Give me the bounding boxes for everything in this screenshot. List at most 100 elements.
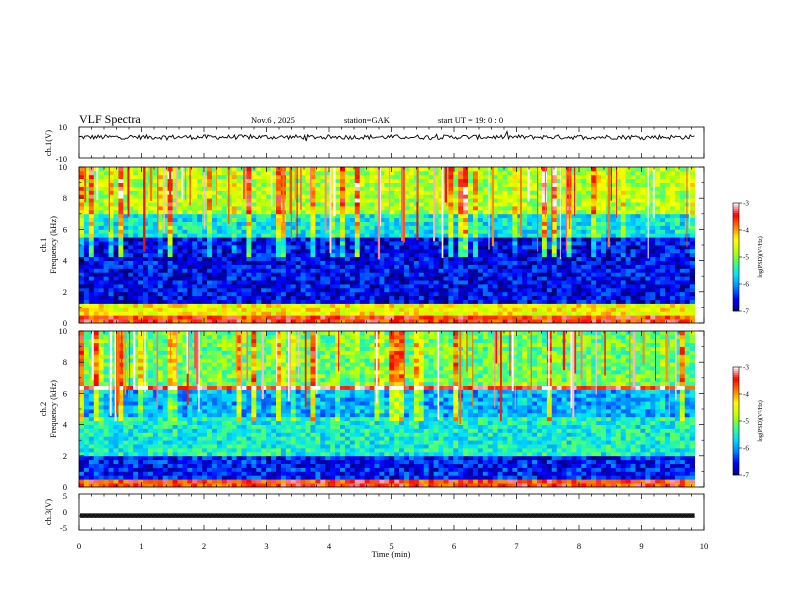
spectrogram-cell [497,209,503,215]
spectrogram-cell [674,241,681,246]
spectrogram-cell [162,272,169,277]
spectrogram-cell [335,198,341,203]
spectrogram-cell [655,256,661,261]
spectrogram-cell [349,209,356,215]
spectrogram-cell [640,190,646,195]
spectrogram-cell [477,209,484,215]
spectrogram-cell [167,260,173,265]
spectrogram-cell [601,206,607,211]
spectrogram-cell [143,229,149,234]
spectrogram-cell [665,245,671,250]
spectrogram-cell [285,167,292,172]
spectrogram-cell [408,229,415,234]
spectrogram-cell [586,233,592,238]
spectrogram-cell [660,315,666,320]
spectrogram-cell [571,245,577,250]
spectrogram-cell [537,272,543,277]
spectrogram-cell [502,241,508,246]
spectrogram-cell [423,190,430,195]
spectrogram-cell [216,217,223,222]
spectrogram-cell [571,237,577,242]
spectrogram-cell [404,241,410,246]
spectrogram-cell [98,252,105,258]
spectrogram-cell [374,229,380,234]
spectrogram-cell [359,252,366,258]
spectrogram-cell [640,264,646,269]
spectrogram-cell [591,248,597,254]
spectrogram-cell [359,276,366,281]
spectrogram-cell [586,260,592,265]
spectrogram-cell [325,237,331,242]
spectrogram-cell [517,178,523,183]
spectrogram-cell [167,209,173,215]
spectrogram-cell [207,264,213,269]
spectrogram-cell [128,198,134,203]
spectrogram-cell [246,241,252,246]
spectrogram-cell [586,170,592,176]
spectrogram-cell [369,307,375,312]
spectrogram-cell [266,221,272,226]
spectrogram-cell [251,291,257,297]
spectrogram-cell [340,307,346,312]
spectrogram-cell [576,241,582,246]
spectrogram-cell [492,209,499,215]
spectrogram-cell [512,209,518,215]
spectrogram-cell [581,233,587,238]
spectrogram-cell [674,252,681,258]
spectrogram-cell [290,237,297,242]
spectrogram-cell [433,276,439,281]
spectrogram-cell [389,280,395,285]
spectrogram-cell [379,209,385,215]
spectrogram-cell [340,206,346,211]
spectrogram-cell [79,284,85,289]
spectrogram-cell [610,170,617,176]
spectrogram-cell [660,284,666,289]
spectrogram-cell [630,280,636,285]
spectrogram-cell [404,213,410,219]
spectrogram-cell [103,268,109,273]
spectrogram-cell [182,202,188,207]
spectrogram-cell [591,190,597,195]
spectrogram-cell [596,280,602,285]
spectrogram-cell [364,190,370,195]
spectrogram-cell [660,276,666,281]
spectrogram-cell [492,319,499,324]
spectrogram-cell [502,307,508,312]
spectrogram-cell [625,311,631,316]
spectrogram-cell [98,260,105,265]
spectrogram-cell [527,217,533,222]
spectrogram-cell [389,256,395,261]
spectrogram-cell [532,221,538,226]
spectrogram-cell [389,202,395,207]
spectrogram-cell [290,202,297,207]
spectrogram-cell [103,315,109,320]
spectrogram-cell [280,287,287,293]
spectrogram-cell [522,299,528,304]
spectrogram-cell [207,287,213,293]
spectrogram-cell [241,307,247,312]
spectrogram-cell [389,299,395,304]
spectrogram-cell [541,233,548,238]
spectrogram-cell [285,217,292,222]
spectrogram-cell [625,291,631,297]
spectrogram-cell [108,276,114,281]
spectrogram-cell [88,182,95,187]
spectrogram-cell [423,291,430,297]
spectrogram-cell [468,202,474,207]
spectrogram-cell [477,233,484,238]
spectrogram-cell [335,213,341,219]
spectrogram-cell [635,225,641,230]
spectrogram-cell [256,186,262,191]
spectrogram-cell [379,174,385,180]
spectrogram-cell [276,178,282,183]
spectrogram-cell [551,252,558,258]
spectrogram-cell [251,221,257,226]
spectrogram-cell [591,217,597,222]
spectrogram-cell [468,264,474,269]
spectrogram-cell [226,225,233,230]
spectrogram-cell [98,167,105,172]
spectrogram-cell [551,241,558,246]
spectrogram-cell [404,206,410,211]
spectrogram-cell [566,287,572,293]
spectrogram-cell [344,276,351,281]
